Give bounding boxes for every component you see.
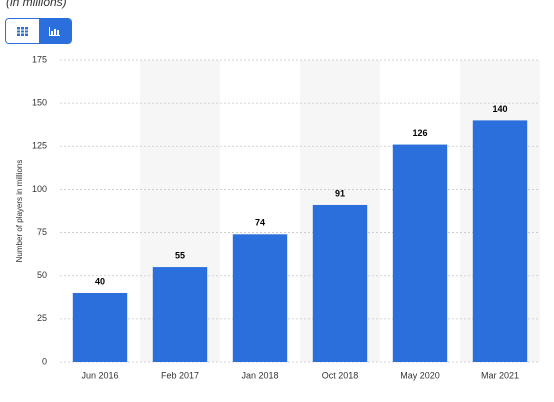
x-tick-label: Jun 2016 bbox=[81, 370, 118, 380]
y-tick-label: 0 bbox=[42, 356, 47, 366]
bar bbox=[72, 292, 128, 362]
bar bbox=[312, 204, 368, 362]
column-band bbox=[140, 60, 220, 362]
y-tick-label: 100 bbox=[32, 184, 47, 194]
y-tick-label: 175 bbox=[32, 54, 47, 64]
x-tick-label: May 2020 bbox=[400, 370, 440, 380]
bar bbox=[152, 267, 208, 362]
x-tick-label: Mar 2021 bbox=[481, 370, 519, 380]
x-tick-label: Oct 2018 bbox=[322, 370, 359, 380]
subtitle: (in millions) bbox=[6, 0, 67, 9]
value-label: 140 bbox=[492, 104, 507, 114]
table-view-button[interactable] bbox=[6, 19, 39, 43]
bar bbox=[392, 144, 448, 362]
value-label: 74 bbox=[255, 218, 265, 228]
y-tick-label: 125 bbox=[32, 141, 47, 151]
bar bbox=[232, 234, 288, 362]
column-band bbox=[460, 60, 540, 362]
table-icon bbox=[16, 26, 28, 36]
value-label: 55 bbox=[175, 250, 185, 260]
view-toggle bbox=[5, 18, 72, 44]
y-tick-label: 75 bbox=[37, 227, 47, 237]
value-label: 91 bbox=[335, 188, 345, 198]
x-tick-label: Jan 2018 bbox=[241, 370, 278, 380]
bar bbox=[472, 120, 528, 363]
value-label: 126 bbox=[412, 128, 427, 138]
y-tick-label: 25 bbox=[37, 313, 47, 323]
chart-icon bbox=[49, 26, 61, 36]
y-tick-label: 150 bbox=[32, 98, 47, 108]
y-tick-label: 50 bbox=[37, 270, 47, 280]
column-band bbox=[300, 60, 380, 362]
x-tick-label: Feb 2017 bbox=[161, 370, 199, 380]
value-label: 40 bbox=[95, 276, 105, 286]
chart-view-button[interactable] bbox=[38, 19, 71, 43]
y-axis-label: Number of players in millions bbox=[15, 160, 24, 263]
